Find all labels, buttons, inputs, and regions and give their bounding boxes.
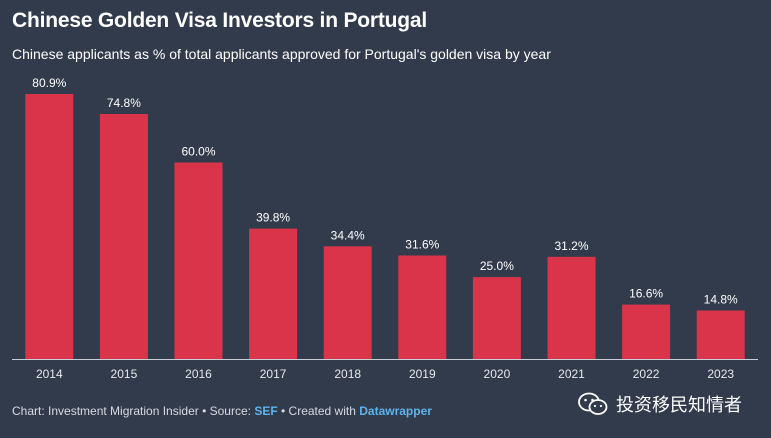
bar-2020	[472, 277, 521, 359]
x-tick-2023: 2023	[707, 367, 734, 381]
bar-2015	[99, 114, 148, 359]
x-tick-2022: 2022	[633, 367, 660, 381]
value-label-2019: 31.6%	[405, 238, 439, 252]
value-label-2020: 25.0%	[480, 259, 514, 273]
footer-created-with: • Created with	[277, 404, 360, 418]
wechat-icon	[578, 392, 608, 415]
value-label-2018: 34.4%	[331, 228, 365, 242]
chart-footer: Chart: Investment Migration Insider • So…	[12, 404, 432, 418]
x-tick-2015: 2015	[111, 367, 138, 381]
watermark: 投资移民知情者	[578, 391, 742, 417]
bar-2019	[398, 255, 447, 359]
footer-credit: Chart: Investment Migration Insider • So…	[12, 404, 255, 418]
value-label-2017: 39.8%	[256, 211, 290, 225]
value-label-2015: 74.8%	[107, 96, 141, 110]
watermark-text: 投资移民知情者	[616, 395, 742, 415]
bar-2018	[323, 246, 372, 359]
value-label-2014: 80.9%	[32, 76, 66, 90]
x-tick-2018: 2018	[334, 367, 361, 381]
value-label-2021: 31.2%	[554, 239, 588, 253]
x-tick-2020: 2020	[484, 367, 511, 381]
x-tick-2014: 2014	[36, 367, 63, 381]
chart-title: Chinese Golden Visa Investors in Portuga…	[12, 9, 428, 32]
bar-2016	[174, 162, 223, 359]
x-tick-2017: 2017	[260, 367, 287, 381]
bar-2021	[547, 256, 596, 359]
bar-2017	[249, 228, 298, 359]
source-link[interactable]: SEF	[254, 404, 278, 418]
datawrapper-link[interactable]: Datawrapper	[359, 404, 432, 418]
value-label-2016: 60.0%	[181, 145, 215, 159]
x-tick-2016: 2016	[185, 367, 212, 381]
bar-2022	[622, 304, 671, 359]
value-label-2022: 16.6%	[629, 287, 663, 301]
chart-subtitle: Chinese applicants as % of total applica…	[12, 46, 551, 62]
bar-2023	[696, 310, 745, 359]
x-tick-2019: 2019	[409, 367, 436, 381]
x-tick-2021: 2021	[558, 367, 585, 381]
bar-2014	[25, 94, 74, 359]
value-label-2023: 14.8%	[704, 293, 738, 307]
